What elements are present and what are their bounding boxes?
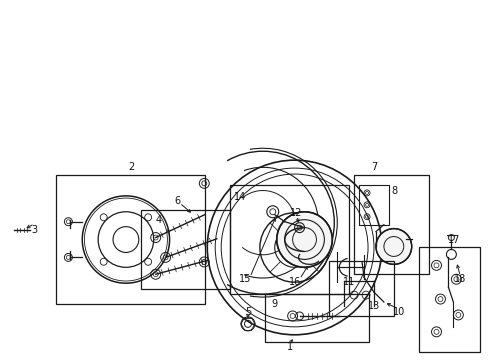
Text: 3: 3 [32, 225, 38, 235]
Text: 5: 5 [244, 307, 250, 317]
Bar [141, 210, 230, 289]
Text: 14: 14 [233, 192, 245, 202]
Text: 16: 16 [288, 277, 300, 287]
Bar [230, 185, 348, 294]
Circle shape [375, 229, 411, 264]
Bar [353, 175, 427, 274]
Text: 7: 7 [370, 162, 376, 172]
Text: 8: 8 [391, 186, 397, 196]
Bar [418, 247, 479, 352]
Bar [358, 185, 388, 225]
Text: 17: 17 [447, 234, 460, 244]
Text: 15: 15 [238, 274, 251, 284]
Bar [56, 175, 205, 304]
Text: 9: 9 [271, 299, 277, 309]
Text: 13: 13 [367, 301, 379, 311]
Text: 2: 2 [127, 162, 134, 172]
Bar [328, 261, 393, 316]
Text: 1: 1 [286, 342, 292, 352]
Text: 6: 6 [174, 196, 180, 206]
Text: 10: 10 [392, 307, 404, 317]
Circle shape [276, 212, 332, 267]
Text: 4: 4 [155, 215, 162, 225]
Text: 12: 12 [290, 208, 302, 218]
Text: 18: 18 [453, 274, 466, 284]
Text: 11: 11 [343, 277, 355, 287]
Bar [264, 294, 368, 342]
